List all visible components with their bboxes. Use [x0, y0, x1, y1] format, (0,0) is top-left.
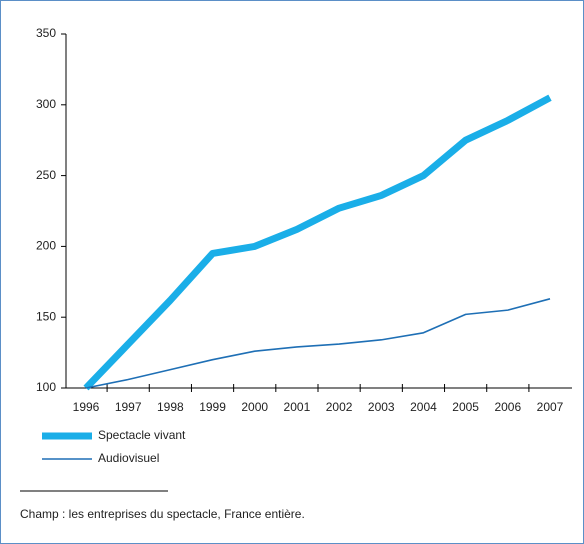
x-tick-label: 1996 [73, 400, 100, 414]
x-tick-label: 2003 [368, 400, 395, 414]
x-tick-label: 2006 [494, 400, 521, 414]
x-tick-label: 1998 [157, 400, 184, 414]
x-tick-label: 1997 [115, 400, 142, 414]
line-series [85, 298, 551, 389]
y-tick-label: 150 [36, 309, 56, 323]
y-tick-label: 300 [36, 97, 56, 111]
x-tick-label: 2000 [241, 400, 268, 414]
x-tick-label: 2002 [326, 400, 353, 414]
y-tick-label: 350 [36, 26, 56, 40]
x-tick-label: 2007 [537, 400, 564, 414]
y-tick-label: 250 [36, 168, 56, 182]
y-tick-label: 100 [36, 380, 56, 394]
line-series [83, 94, 552, 391]
x-tick-label: 1999 [199, 400, 226, 414]
legend-label: Spectacle vivant [98, 428, 186, 442]
x-tick-label: 2001 [284, 400, 311, 414]
note: Champ : les entreprises du spectacle, Fr… [20, 507, 305, 521]
legend-label: Audiovisuel [98, 451, 159, 465]
y-tick-label: 200 [36, 239, 56, 253]
x-tick-label: 2005 [452, 400, 479, 414]
x-tick-label: 2004 [410, 400, 437, 414]
